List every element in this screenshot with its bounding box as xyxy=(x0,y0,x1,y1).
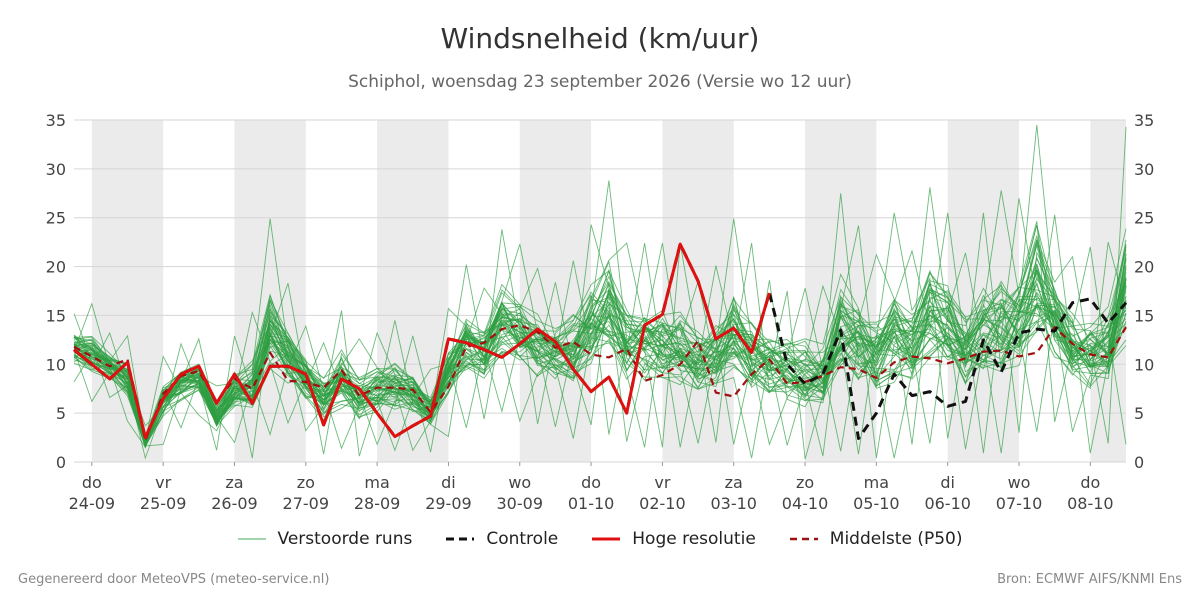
ensemble-member-line xyxy=(73,249,1127,457)
ensemble-member-line xyxy=(73,212,1127,442)
y-tick-label-right: 5 xyxy=(1134,404,1144,423)
median-line xyxy=(73,324,1127,442)
day-band xyxy=(947,120,1020,462)
y-tick-label-left: 35 xyxy=(46,111,66,130)
y-tick-label-left: 5 xyxy=(56,404,66,423)
day-band xyxy=(91,120,164,462)
x-tick-date: 26-09 xyxy=(211,494,258,513)
control-line xyxy=(73,242,1128,440)
y-tick-label-left: 15 xyxy=(46,306,66,325)
y-tick-label-left: 25 xyxy=(46,209,66,228)
legend-label-median: Middelste (P50) xyxy=(829,529,963,549)
y-tick-label-left: 30 xyxy=(46,160,66,179)
y-tick-label-left: 20 xyxy=(46,258,66,277)
x-tick-date: 05-10 xyxy=(853,494,900,513)
y-tick-label-right: 0 xyxy=(1134,453,1144,472)
x-tick-day: vr xyxy=(155,473,171,492)
x-tick-day: zo xyxy=(796,473,814,492)
x-tick-day: ma xyxy=(364,473,389,492)
ensemble-member-line xyxy=(73,225,1127,445)
y-tick-label-right: 25 xyxy=(1134,209,1154,228)
x-tick-day: di xyxy=(441,473,456,492)
x-tick-date: 08-10 xyxy=(1067,494,1114,513)
y-tick-label-left: 0 xyxy=(56,453,66,472)
legend-item-median: Middelste (P50) xyxy=(789,529,963,549)
high-resolution-line xyxy=(73,242,771,440)
footer-source: Bron: ECMWF AIFS/KNMI Ens xyxy=(997,572,1182,587)
y-tick-label-right: 30 xyxy=(1134,160,1154,179)
x-tick-day: do xyxy=(1080,473,1100,492)
legend-label-control: Controle xyxy=(486,529,559,549)
x-tick-day: zo xyxy=(297,473,315,492)
x-tick-day: di xyxy=(940,473,955,492)
x-tick-date: 27-09 xyxy=(283,494,330,513)
y-tick-label-right: 20 xyxy=(1134,258,1154,277)
chart-title: Windsnelheid (km/uur) xyxy=(440,22,760,55)
ensemble-member-line xyxy=(73,272,1127,454)
ensemble-member-line xyxy=(73,187,1127,446)
x-tick-date: 02-10 xyxy=(639,494,686,513)
day-band xyxy=(662,120,734,462)
x-tick-date: 04-10 xyxy=(782,494,829,513)
x-tick-date: 29-09 xyxy=(425,494,472,513)
x-tick-day: ma xyxy=(864,473,889,492)
legend-label-perturbed: Verstoorde runs xyxy=(277,529,413,549)
y-tick-label-left: 10 xyxy=(46,355,66,374)
chart-subtitle: Schiphol, woensdag 23 september 2026 (Ve… xyxy=(348,72,852,92)
legend-swatch-perturbed xyxy=(237,538,266,540)
x-tick-day: wo xyxy=(1008,473,1031,492)
legend-swatch-median xyxy=(789,537,818,541)
x-tick-day: do xyxy=(82,473,102,492)
footer-generated-by: Gegenereerd door MeteoVPS (meteo-service… xyxy=(18,572,330,587)
x-tick-date: 24-09 xyxy=(69,494,116,513)
legend-swatch-high-resolution xyxy=(592,537,621,541)
ensemble-member-line xyxy=(73,286,1127,460)
y-tick-label-right: 15 xyxy=(1134,306,1154,325)
x-tick-day: za xyxy=(725,473,743,492)
legend: Verstoorde runs Controle Hoge resolutie … xyxy=(0,529,1200,549)
day-band xyxy=(234,120,306,462)
wind-speed-chart: 0 0 5 5 10 10 15 15 20 20 25 25 30 30 35 35 do 24-09 vr 25-… xyxy=(46,111,1155,513)
x-tick-date: 25-09 xyxy=(140,494,187,513)
x-tick-date: 28-09 xyxy=(354,494,401,513)
legend-item-high-resolution: Hoge resolutie xyxy=(592,529,756,549)
x-tick-date: 03-10 xyxy=(710,494,757,513)
x-tick-day: za xyxy=(225,473,243,492)
ensemble-member-line xyxy=(73,287,1127,459)
x-tick-date: 07-10 xyxy=(996,494,1043,513)
x-tick-date: 01-10 xyxy=(568,494,615,513)
y-tick-label-right: 10 xyxy=(1134,355,1154,374)
x-tick-date: 06-10 xyxy=(924,494,971,513)
legend-swatch-control xyxy=(446,537,475,541)
legend-item-perturbed-runs: Verstoorde runs xyxy=(237,529,413,549)
x-tick-day: do xyxy=(581,473,601,492)
legend-label-high-resolution: Hoge resolutie xyxy=(632,529,756,549)
y-tick-label-right: 35 xyxy=(1134,111,1154,130)
ensemble-member-line xyxy=(73,268,1127,447)
day-band xyxy=(519,120,592,462)
ensemble-member-line xyxy=(73,283,1127,449)
legend-item-control: Controle xyxy=(446,529,558,549)
x-tick-day: wo xyxy=(508,473,531,492)
ensemble-member-line xyxy=(73,243,1127,459)
x-tick-date: 30-09 xyxy=(497,494,544,513)
x-tick-day: vr xyxy=(654,473,670,492)
